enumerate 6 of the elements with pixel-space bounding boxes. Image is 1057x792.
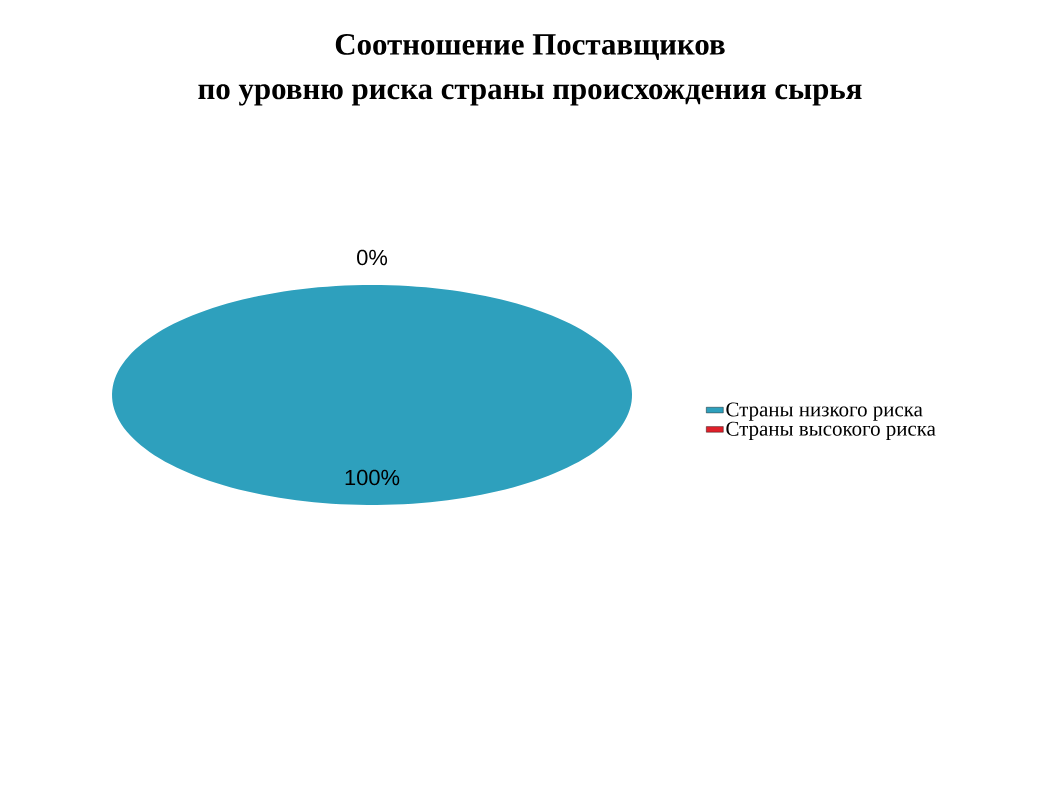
text: 0% (357, 249, 388, 266)
data-label: 100% (345, 469, 400, 486)
chart-subtitle: по уровню риска страны происхождения сырья (198, 84, 862, 106)
legend-label: Страны высокого риска (726, 421, 936, 441)
chart-title: Соотношение Поставщиков (335, 34, 725, 60)
legend-label: Страны низкого риска (726, 402, 923, 421)
